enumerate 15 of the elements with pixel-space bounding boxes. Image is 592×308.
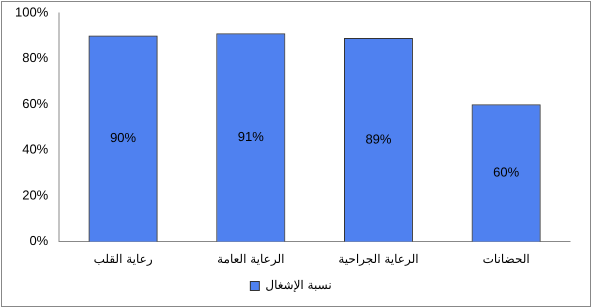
data-label: 89% [365,131,392,146]
x-tick-label: الحضانات [482,252,530,266]
y-tick-label: 20% [22,187,49,202]
data-label: 90% [110,130,137,146]
data-label: 60% [493,164,520,180]
x-tick-label: الرعاية الجراحية [338,252,419,266]
x-tick-label: الرعاية العامة [217,252,284,266]
y-tick-label: 100% [15,4,49,20]
x-tick-label: رعاية القلب [94,252,153,266]
data-label: 91% [238,129,264,144]
y-tick-label: 80% [22,50,49,66]
y-tick-label: 0% [29,233,49,248]
legend-label: نسبة الإشغال [265,278,332,292]
y-tick-label: 60% [22,96,49,111]
y-tick-label: 40% [22,142,49,157]
